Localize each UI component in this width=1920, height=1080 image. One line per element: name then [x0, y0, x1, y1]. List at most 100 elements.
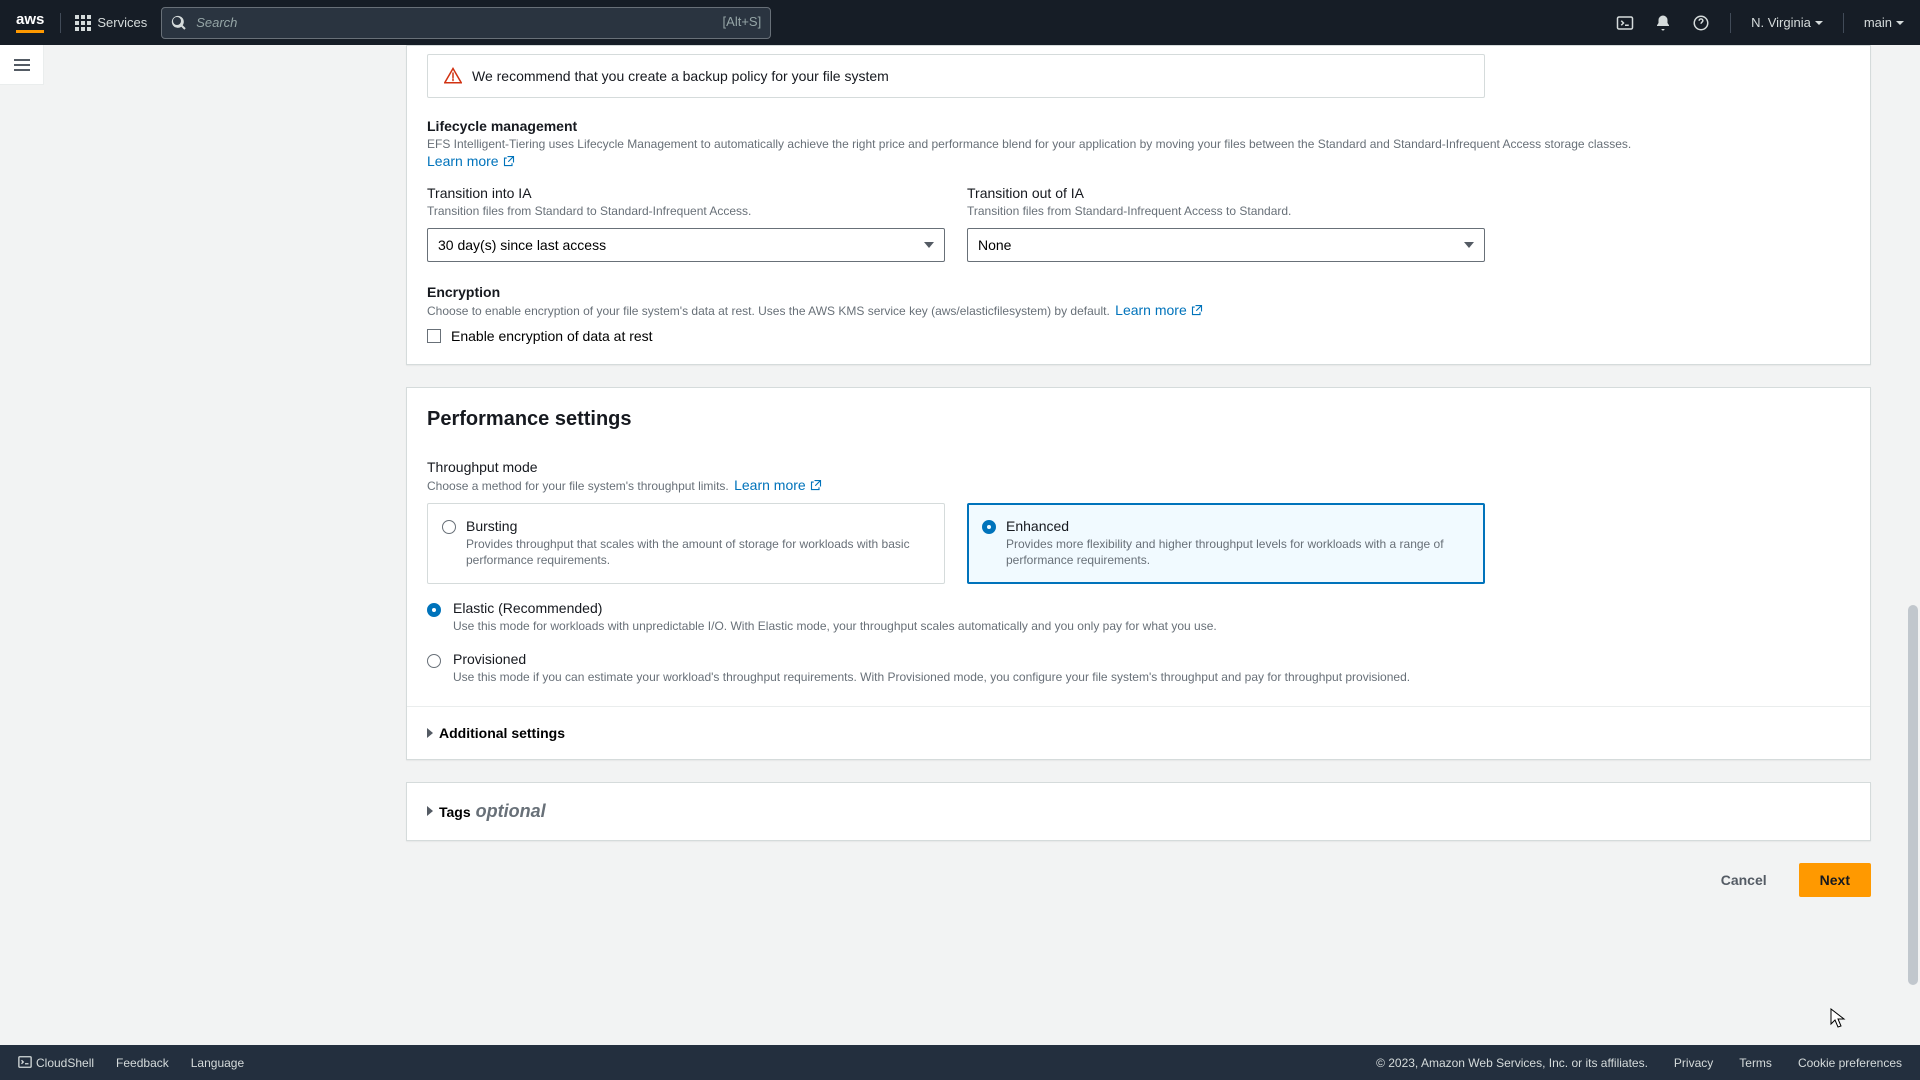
cloudshell-label: CloudShell [36, 1056, 94, 1070]
lifecycle-section: Lifecycle management EFS Intelligent-Tie… [427, 118, 1850, 262]
divider [1843, 13, 1844, 33]
into-value: 30 day(s) since last access [438, 237, 606, 253]
tags-label: Tags [439, 804, 471, 820]
encryption-checkbox-row[interactable]: Enable encryption of data at rest [427, 328, 1850, 344]
learn-more-label: Learn more [1115, 302, 1187, 318]
performance-header: Performance settings [407, 388, 1870, 451]
language-link[interactable]: Language [191, 1056, 244, 1070]
encryption-checkbox[interactable] [427, 329, 441, 343]
into-desc: Transition files from Standard to Standa… [427, 203, 945, 220]
region-label: N. Virginia [1751, 15, 1811, 30]
caret-down-icon [1464, 242, 1474, 248]
copyright: © 2023, Amazon Web Services, Inc. or its… [1376, 1056, 1648, 1070]
provisioned-label: Provisioned [453, 651, 1410, 667]
grid-icon [75, 15, 91, 31]
scrollbar[interactable] [1905, 45, 1920, 1045]
lifecycle-learn-more-link[interactable]: Learn more [427, 153, 515, 169]
warning-text: We recommend that you create a backup po… [472, 68, 889, 84]
search-icon [171, 15, 187, 31]
additional-settings-expander[interactable]: Additional settings [407, 707, 1870, 759]
out-label: Transition out of IA [967, 185, 1485, 201]
chevron-right-icon [427, 806, 433, 816]
warning-icon [444, 67, 462, 85]
transition-out-ia: Transition out of IA Transition files fr… [967, 185, 1485, 262]
provisioned-row[interactable]: Provisioned Use this mode if you can est… [427, 651, 1485, 686]
enhanced-card[interactable]: Enhanced Provides more flexibility and h… [967, 503, 1485, 585]
tags-expander[interactable]: Tags optional [407, 783, 1870, 840]
cloudshell-icon [18, 1055, 32, 1069]
search-wrap: [Alt+S] [161, 7, 771, 39]
external-link-icon [1191, 304, 1203, 316]
external-link-icon [810, 479, 822, 491]
hamburger-icon [14, 59, 30, 71]
search-shortcut: [Alt+S] [723, 14, 762, 29]
throughput-learn-more-link[interactable]: Learn more [734, 477, 822, 493]
tags-optional: optional [476, 801, 546, 821]
aws-logo[interactable]: aws [16, 13, 44, 33]
learn-more-label: Learn more [427, 153, 499, 169]
next-button[interactable]: Next [1799, 863, 1871, 897]
encryption-learn-more-link[interactable]: Learn more [1115, 302, 1203, 318]
scroll-thumb[interactable] [1908, 605, 1918, 985]
nav-right: N. Virginia main [1616, 13, 1904, 33]
account-selector[interactable]: main [1864, 15, 1904, 30]
footer-right: © 2023, Amazon Web Services, Inc. or its… [1376, 1056, 1902, 1070]
encryption-section: Encryption Choose to enable encryption o… [427, 284, 1850, 344]
cloudshell-link[interactable]: CloudShell [18, 1055, 94, 1070]
encryption-checkbox-label: Enable encryption of data at rest [451, 328, 653, 344]
terms-link[interactable]: Terms [1739, 1056, 1772, 1070]
lifecycle-columns: Transition into IA Transition files from… [427, 185, 1485, 262]
out-desc: Transition files from Standard-Infrequen… [967, 203, 1485, 220]
learn-more-label: Learn more [734, 477, 806, 493]
caret-down-icon [1815, 19, 1823, 27]
transition-into-ia-select[interactable]: 30 day(s) since last access [427, 228, 945, 262]
bursting-label: Bursting [466, 518, 930, 534]
footer-left: CloudShell Feedback Language [18, 1055, 244, 1070]
external-link-icon [503, 155, 515, 167]
region-selector[interactable]: N. Virginia [1751, 15, 1823, 30]
caret-down-icon [1896, 19, 1904, 27]
bell-icon[interactable] [1654, 14, 1672, 32]
radio-icon [427, 654, 441, 668]
cookies-link[interactable]: Cookie preferences [1798, 1056, 1902, 1070]
backup-warning: We recommend that you create a backup po… [427, 54, 1485, 98]
help-icon[interactable] [1692, 14, 1710, 32]
privacy-link[interactable]: Privacy [1674, 1056, 1713, 1070]
footer: CloudShell Feedback Language © 2023, Ama… [0, 1045, 1920, 1080]
chevron-right-icon [427, 728, 433, 738]
radio-icon [427, 603, 441, 617]
feedback-link[interactable]: Feedback [116, 1056, 169, 1070]
cancel-button[interactable]: Cancel [1701, 863, 1787, 897]
encryption-desc: Choose to enable encryption of your file… [427, 304, 1110, 318]
throughput-section: Throughput mode Choose a method for your… [427, 459, 1850, 686]
caret-down-icon [924, 242, 934, 248]
file-system-settings-panel: We recommend that you create a backup po… [406, 45, 1871, 365]
sidebar-toggle[interactable] [0, 45, 44, 85]
bursting-card[interactable]: Bursting Provides throughput that scales… [427, 503, 945, 585]
enhanced-label: Enhanced [1006, 518, 1470, 534]
radio-icon [982, 520, 996, 534]
lifecycle-desc: EFS Intelligent-Tiering uses Lifecycle M… [427, 136, 1850, 153]
tags-panel: Tags optional [406, 782, 1871, 841]
out-value: None [978, 237, 1011, 253]
services-button[interactable]: Services [75, 15, 147, 31]
services-label: Services [97, 15, 147, 30]
additional-settings-label: Additional settings [439, 725, 565, 741]
elastic-row[interactable]: Elastic (Recommended) Use this mode for … [427, 600, 1485, 635]
main-content: We recommend that you create a backup po… [44, 45, 1920, 1045]
elastic-desc: Use this mode for workloads with unpredi… [453, 618, 1217, 635]
radio-icon [442, 520, 456, 534]
top-nav: aws Services [Alt+S] N. Virginia main [0, 0, 1920, 45]
cloudshell-icon[interactable] [1616, 14, 1634, 32]
into-label: Transition into IA [427, 185, 945, 201]
enhanced-desc: Provides more flexibility and higher thr… [1006, 536, 1470, 570]
encryption-title: Encryption [427, 284, 1850, 300]
lifecycle-title: Lifecycle management [427, 118, 1850, 134]
wizard-actions: Cancel Next [406, 863, 1871, 917]
elastic-label: Elastic (Recommended) [453, 600, 1217, 616]
transition-out-ia-select[interactable]: None [967, 228, 1485, 262]
performance-panel: Performance settings Throughput mode Cho… [406, 387, 1871, 760]
bursting-desc: Provides throughput that scales with the… [466, 536, 930, 570]
transition-into-ia: Transition into IA Transition files from… [427, 185, 945, 262]
search-input[interactable] [161, 7, 771, 39]
